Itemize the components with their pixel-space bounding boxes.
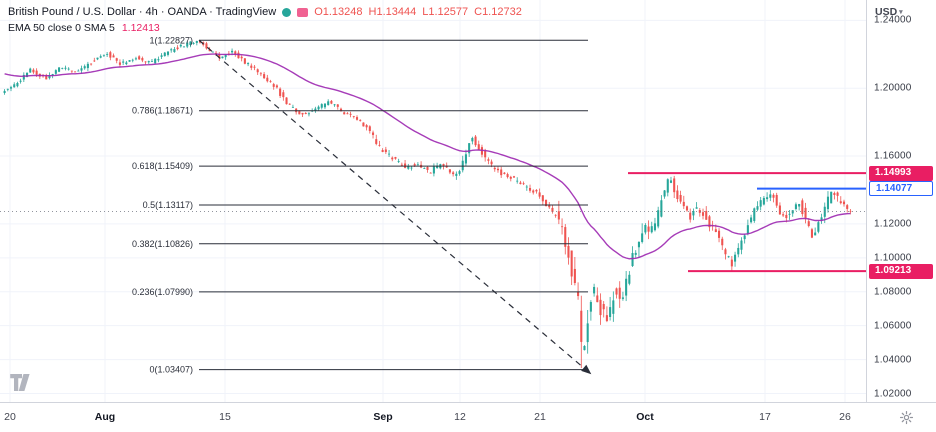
- fib-level-label: 0.236(1.07990): [132, 287, 193, 297]
- price-tick: 1.02000: [874, 388, 912, 400]
- time-tick-month: Oct: [636, 411, 654, 423]
- fib-level-label: 0.5(1.13117): [143, 200, 193, 210]
- price-axis[interactable]: USD ▾ 1.24000 1.20000 1.16000 1.12000 1.1000…: [866, 0, 936, 402]
- symbol-title[interactable]: British Pound / U.S. Dollar · 4h · OANDA…: [8, 6, 277, 18]
- time-tick: 26: [839, 411, 851, 423]
- candlestick-chart-canvas[interactable]: 1(1.22827) 0.786(1.18671) 0.618(1.15409) 0.…: [0, 0, 866, 402]
- trend-line-arrowhead: [581, 364, 592, 375]
- tradingview-logo[interactable]: [10, 374, 35, 396]
- ema-line[interactable]: [4, 53, 851, 260]
- price-tick: 1.06000: [874, 320, 912, 332]
- time-tick-month: Sep: [373, 411, 393, 423]
- price-tick: 1.10000: [874, 252, 912, 264]
- fib-retracement[interactable]: [199, 39, 588, 371]
- price-tick: 1.20000: [874, 82, 912, 94]
- indicator-value: 1.12413: [121, 22, 160, 34]
- fib-level-label: 1(1.22827): [149, 35, 193, 45]
- time-axis[interactable]: 20 Aug 15 Sep 12 21 Oct 17 26: [0, 402, 936, 432]
- ohlc-high: H1.13444: [368, 6, 417, 18]
- ohlc-close: C1.12732: [474, 6, 522, 18]
- currency-label[interactable]: USD ▾: [875, 6, 903, 18]
- indicator-label[interactable]: EMA 50 close 0 SMA 5: [8, 22, 115, 34]
- price-label-chip[interactable]: 1.14993: [869, 165, 933, 181]
- chevron-down-icon: ▾: [899, 9, 903, 16]
- candles: [3, 40, 852, 369]
- fib-level-label: 0.382(1.10826): [132, 239, 193, 249]
- price-label-chip[interactable]: 1.14077: [869, 181, 933, 197]
- time-tick: 12: [454, 411, 466, 423]
- price-tick: 1.12000: [874, 218, 912, 230]
- time-tick: 15: [219, 411, 231, 423]
- trend-line[interactable]: [198, 39, 587, 371]
- price-label-chip[interactable]: 1.09213: [869, 263, 933, 279]
- fib-level-label: 0(1.03407): [149, 365, 193, 375]
- ohlc-low: L1.12577: [422, 6, 469, 18]
- price-tick: 1.04000: [874, 354, 912, 366]
- time-tick-month: Aug: [94, 411, 116, 423]
- fib-level-label: 0.786(1.18671): [132, 106, 193, 116]
- flag-icon[interactable]: [297, 7, 309, 17]
- price-tick: 1.24000: [874, 14, 912, 26]
- time-tick: 21: [534, 411, 546, 423]
- price-tick: 1.08000: [874, 286, 912, 298]
- chart-legend: British Pound / U.S. Dollar · 4h · OANDA…: [8, 6, 522, 34]
- time-tick: 17: [759, 411, 771, 423]
- status-dot-icon[interactable]: [282, 7, 292, 17]
- settings-gear-icon[interactable]: [899, 410, 914, 430]
- fib-level-label: 0.618(1.15409): [132, 161, 193, 171]
- ohlc-open: O1.13248: [314, 6, 363, 18]
- chart-pane[interactable]: 1(1.22827) 0.786(1.18671) 0.618(1.15409) 0.…: [0, 0, 866, 402]
- time-tick: 20: [4, 411, 16, 423]
- currency-text: USD: [875, 6, 898, 18]
- price-tick: 1.16000: [874, 150, 912, 162]
